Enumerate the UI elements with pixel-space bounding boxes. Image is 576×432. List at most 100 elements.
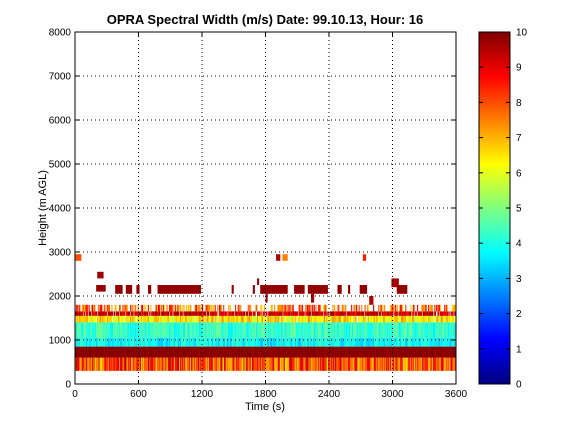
heatmap-cell (187, 346, 189, 358)
heatmap-cell (407, 311, 409, 316)
heatmap-cell (182, 337, 184, 347)
heatmap-cell (104, 357, 106, 371)
heatmap-cell (142, 315, 144, 323)
heatmap-cell (417, 311, 420, 316)
heatmap-cell (343, 346, 345, 358)
heatmap-cell (81, 346, 83, 358)
heatmap-cell (126, 304, 128, 312)
heatmap-cell (174, 311, 177, 316)
heatmap-cell (164, 311, 166, 316)
heatmap-cell (250, 311, 252, 316)
heatmap-cell (435, 346, 437, 358)
heatmap-cell (396, 357, 398, 371)
heatmap-cell (142, 346, 144, 358)
heatmap-cell (135, 337, 138, 347)
heatmap-cell (421, 337, 423, 347)
heatmap-cell (307, 322, 309, 338)
heatmap-cell (399, 304, 401, 312)
heatmap-cell (299, 311, 301, 316)
heatmap-cell (426, 337, 428, 347)
heatmap-cell (431, 357, 433, 371)
heatmap-cell (372, 346, 374, 358)
heatmap-cell (364, 357, 366, 371)
heatmap-cell (250, 346, 252, 358)
heatmap-cell (174, 357, 177, 371)
heatmap-cell (279, 346, 281, 358)
heatmap-cell (176, 346, 178, 358)
heatmap-cell (385, 315, 387, 323)
heatmap-cell (76, 346, 78, 358)
heatmap-cell (244, 346, 246, 358)
heatmap-cell (235, 346, 237, 358)
heatmap-cell (159, 315, 161, 323)
heatmap-cell (384, 337, 387, 347)
heatmap-cell (322, 322, 324, 338)
heatmap-cell (236, 322, 238, 338)
heatmap-cell (140, 322, 142, 338)
heatmap-cell (133, 304, 135, 312)
heatmap-cell (310, 322, 312, 338)
heatmap-cell (405, 337, 407, 347)
heatmap-cell (309, 322, 311, 338)
heatmap-cell (332, 357, 334, 371)
heatmap-cell (430, 337, 432, 347)
heatmap-cell (338, 322, 340, 338)
heatmap-cell (179, 315, 182, 323)
heatmap-cell (274, 337, 276, 347)
heatmap-cell (263, 304, 265, 312)
heatmap-cell (421, 357, 423, 371)
heatmap-cell (449, 357, 451, 371)
heatmap-cell (342, 311, 344, 316)
heatmap-cell (155, 337, 157, 347)
heatmap-cell (206, 337, 208, 347)
heatmap-cell (87, 322, 89, 338)
heatmap-cell (177, 304, 179, 312)
heatmap-cell (342, 337, 344, 347)
heatmap-cell (422, 304, 424, 312)
heatmap-cell (380, 346, 382, 358)
heatmap-cell (312, 357, 315, 371)
heatmap-cell (351, 337, 354, 347)
heatmap-cell (124, 337, 126, 347)
heatmap-cell (187, 311, 189, 316)
heatmap-cell (409, 346, 411, 358)
heatmap-cell (231, 315, 233, 323)
heatmap-cell (152, 311, 155, 316)
heatmap-cell (443, 337, 445, 347)
heatmap-cell (330, 337, 332, 347)
heatmap-cell (135, 322, 138, 338)
heatmap-cell (125, 315, 127, 323)
heatmap-cell (418, 337, 420, 347)
heatmap-cell (279, 357, 282, 371)
heatmap-cell (407, 346, 409, 358)
heatmap-cell (360, 315, 362, 323)
heatmap-cell (439, 322, 442, 338)
heatmap-cell (400, 322, 403, 338)
heatmap-cell (251, 322, 254, 338)
heatmap-cell (191, 346, 193, 358)
heatmap-cell (210, 315, 212, 323)
heatmap-cell (281, 322, 283, 338)
heatmap-cell (286, 322, 288, 338)
heatmap-cell (282, 254, 288, 261)
heatmap-cell (450, 315, 453, 323)
heatmap-cell (207, 322, 209, 338)
heatmap-cell (271, 322, 273, 338)
heatmap-cell (128, 311, 130, 316)
heatmap-cell (260, 337, 262, 347)
heatmap-cell (425, 315, 427, 323)
heatmap-cell (173, 337, 175, 347)
heatmap-cell (275, 311, 277, 316)
heatmap-cell (306, 322, 309, 338)
heatmap-cell (430, 322, 432, 338)
heatmap-cell (373, 346, 375, 358)
heatmap-cell (340, 315, 342, 323)
heatmap-cell (143, 357, 145, 371)
heatmap-cell (307, 285, 328, 294)
heatmap-cell (386, 322, 388, 338)
heatmap-cell (407, 322, 409, 338)
heatmap-cell (87, 346, 89, 358)
heatmap-cell (95, 315, 97, 323)
heatmap-cell (362, 346, 364, 358)
heatmap-cell (115, 322, 117, 338)
